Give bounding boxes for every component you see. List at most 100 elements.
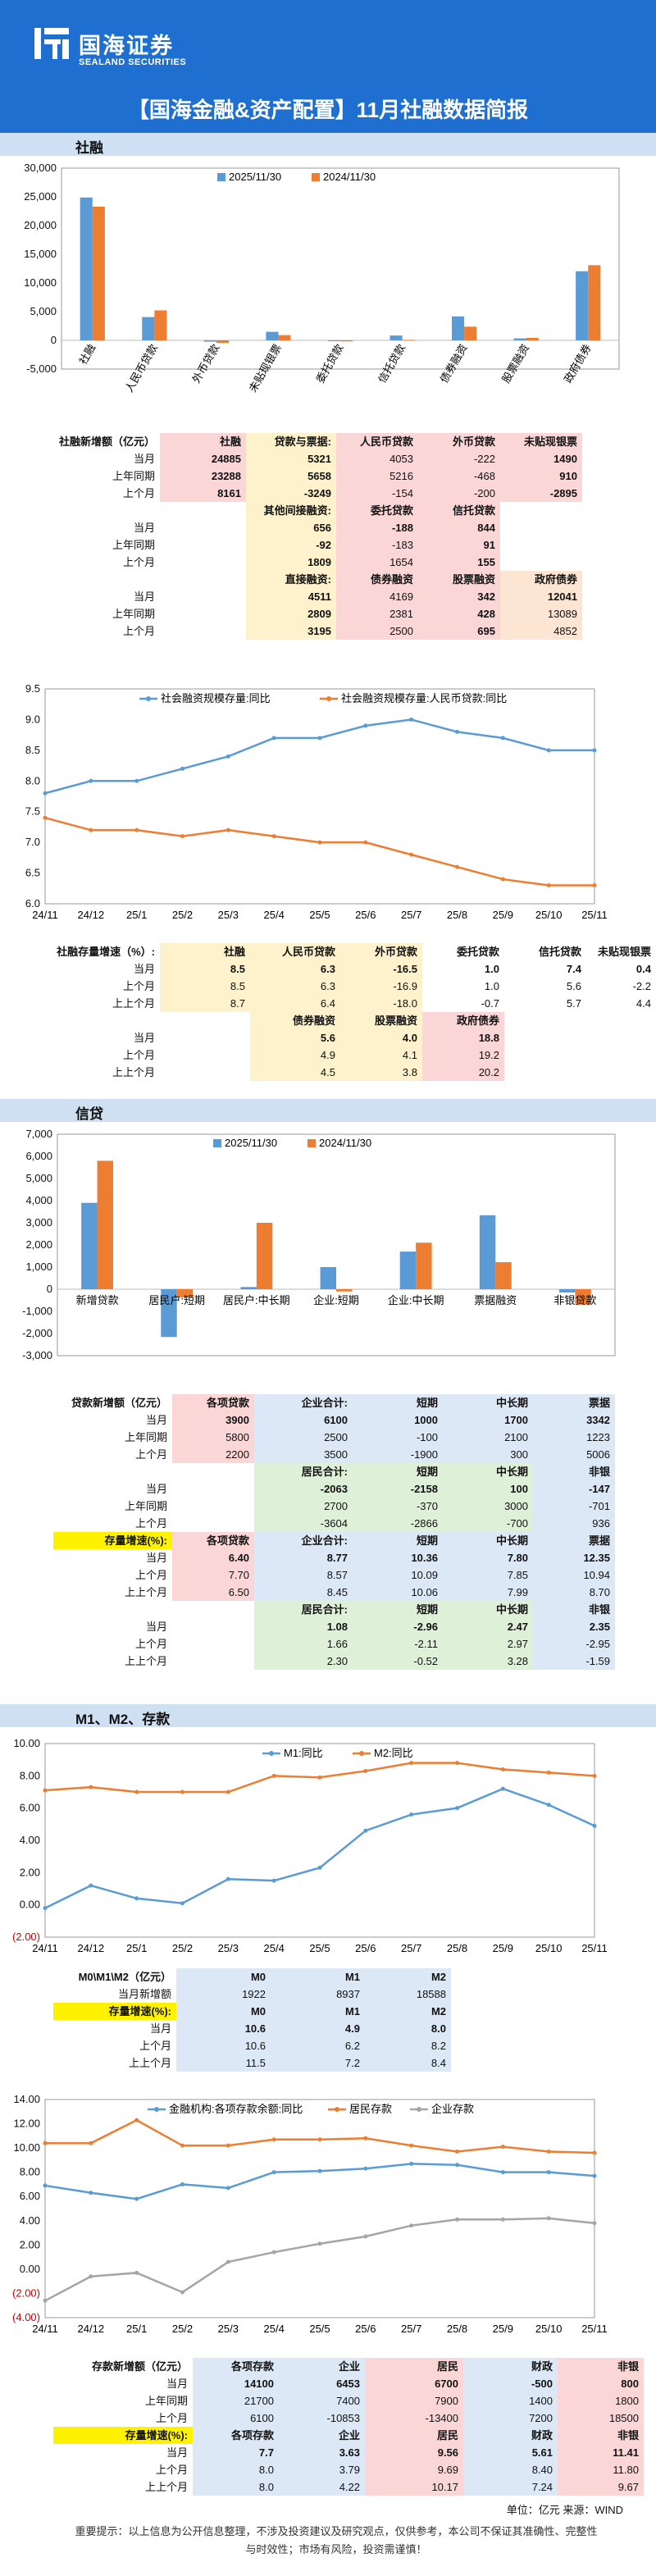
bar bbox=[495, 1261, 512, 1289]
table-cell: 4.5 bbox=[250, 1064, 340, 1081]
table-cell: -2158 bbox=[353, 1480, 443, 1498]
table-cell: 居民 bbox=[365, 2358, 463, 2375]
table-cell: 4.4 bbox=[636, 997, 651, 1010]
table-cell: 上个月 bbox=[155, 2412, 188, 2424]
table-cell: 各项存款 bbox=[193, 2427, 279, 2444]
table-cell: 7.80 bbox=[443, 1549, 533, 1566]
table-cell: 11.41 bbox=[558, 2444, 644, 2461]
bar bbox=[416, 1242, 432, 1289]
table-cell: 4.22 bbox=[279, 2478, 365, 2496]
series-point bbox=[363, 2136, 368, 2141]
series-point bbox=[592, 883, 597, 888]
chart-shrong-stock-yoy-line: 6.0 6.5 7.0 7.5 8.0 8.5 9.0 9.5 24/11 24/12 25/1 25… bbox=[25, 682, 608, 921]
table-cell: 2700 bbox=[254, 1498, 353, 1515]
table-cell bbox=[586, 1012, 656, 1029]
series-point bbox=[226, 2259, 230, 2264]
y-tick-label: -2,000 bbox=[22, 1327, 52, 1339]
table-cell: 6.50 bbox=[172, 1584, 254, 1601]
y-tick-label: (2.00) bbox=[12, 2286, 40, 2299]
x-tick-label: 25/1 bbox=[126, 1942, 147, 1954]
series-point bbox=[500, 2170, 505, 2175]
table-cell: 外币贷款 bbox=[340, 943, 422, 960]
table-cell bbox=[586, 1029, 656, 1046]
table-cell: 上个月 bbox=[134, 1448, 167, 1461]
series-point bbox=[455, 2163, 459, 2168]
table-cell bbox=[160, 588, 246, 605]
table-cell: -2063 bbox=[254, 1480, 353, 1498]
table-cell: 委托贷款 bbox=[336, 502, 418, 519]
x-tick-label: 25/9 bbox=[493, 909, 513, 921]
y-tick-label: 2.00 bbox=[20, 2238, 40, 2250]
bar bbox=[340, 340, 353, 342]
series-point bbox=[271, 2250, 276, 2255]
series-line bbox=[45, 2118, 595, 2154]
y-tick-label: 9.5 bbox=[25, 682, 40, 695]
legend-label: 2024/11/30 bbox=[319, 1137, 371, 1149]
x-tick-label: 票据融资 bbox=[474, 1294, 517, 1306]
series-point bbox=[546, 1803, 551, 1808]
table-cell bbox=[160, 571, 246, 588]
series-point bbox=[43, 2183, 48, 2188]
table-cell: -92 bbox=[246, 536, 336, 554]
table-cell bbox=[172, 1498, 254, 1515]
table-cell bbox=[160, 536, 246, 554]
table-cell: 8161 bbox=[160, 485, 246, 502]
x-tick-label: 25/3 bbox=[218, 909, 239, 921]
x-tick-label: 25/5 bbox=[309, 1942, 330, 1954]
table-cell: 656 bbox=[246, 519, 336, 536]
table-cell: 票据 bbox=[533, 1394, 615, 1411]
bar bbox=[526, 338, 539, 340]
series-point bbox=[43, 791, 48, 796]
series-point bbox=[43, 1906, 48, 1911]
table-cell: -468 bbox=[418, 467, 500, 485]
series-point bbox=[592, 1773, 597, 1778]
y-tick-label: 8.00 bbox=[20, 1769, 40, 1781]
table-cell: 3500 bbox=[254, 1446, 353, 1463]
bar bbox=[240, 1287, 257, 1289]
x-tick-label: 未贴现银票 bbox=[247, 342, 284, 394]
x-tick-label: 股票融资 bbox=[499, 342, 531, 385]
series-line bbox=[44, 718, 594, 795]
series-point bbox=[409, 2143, 414, 2148]
plot-area-border bbox=[44, 1743, 595, 1938]
table-cell: 1922 bbox=[176, 1986, 271, 2003]
table-cell: 8.77 bbox=[254, 1549, 353, 1566]
table-cell: 1.66 bbox=[254, 1635, 353, 1653]
table-cell: 2100 bbox=[443, 1429, 533, 1446]
table-cell: 3000 bbox=[443, 1498, 533, 1515]
series-point bbox=[89, 1883, 93, 1888]
table-cell: 7.70 bbox=[172, 1566, 254, 1584]
plot-area-border bbox=[61, 167, 620, 370]
y-tick-label: 4.00 bbox=[20, 1834, 40, 1846]
series-point bbox=[592, 2173, 597, 2178]
table-cell: 上个月 bbox=[155, 2464, 188, 2476]
table-cell: -10853 bbox=[279, 2410, 365, 2427]
table-cell: 13089 bbox=[500, 605, 582, 622]
x-tick-label: 24/12 bbox=[78, 909, 105, 921]
table-cell: M1 bbox=[271, 2003, 365, 2020]
table-cell: 7.99 bbox=[443, 1584, 533, 1601]
x-tick-label: 社融 bbox=[76, 342, 98, 367]
x-tick-label: 25/8 bbox=[447, 2323, 467, 2335]
table-cell: 各项贷款 bbox=[172, 1394, 254, 1411]
table-cell: 8.5 bbox=[160, 978, 250, 995]
table-cell bbox=[172, 1618, 254, 1635]
series-point bbox=[43, 2141, 48, 2145]
table-cell: 股票融资 bbox=[418, 571, 500, 588]
logo-text-cn: 国海证券 bbox=[79, 34, 174, 58]
table-cell: 短期 bbox=[353, 1463, 443, 1480]
series-point bbox=[409, 717, 414, 722]
series-point bbox=[409, 2223, 414, 2228]
series-point bbox=[271, 1878, 276, 1883]
series-point bbox=[226, 2143, 230, 2148]
x-tick-label: 24/11 bbox=[32, 909, 58, 921]
table-cell: 短期 bbox=[353, 1394, 443, 1411]
x-tick-label: 25/7 bbox=[401, 1942, 421, 1954]
table-cell: 8.2 bbox=[365, 2037, 451, 2054]
table-cell: -100 bbox=[353, 1429, 443, 1446]
x-tick-label: 25/2 bbox=[172, 909, 193, 921]
table-cell bbox=[53, 1601, 172, 1618]
table-cell: 1490 bbox=[500, 450, 582, 467]
table-cell: 8.45 bbox=[254, 1584, 353, 1601]
table-cell: 当月 bbox=[166, 2446, 188, 2459]
